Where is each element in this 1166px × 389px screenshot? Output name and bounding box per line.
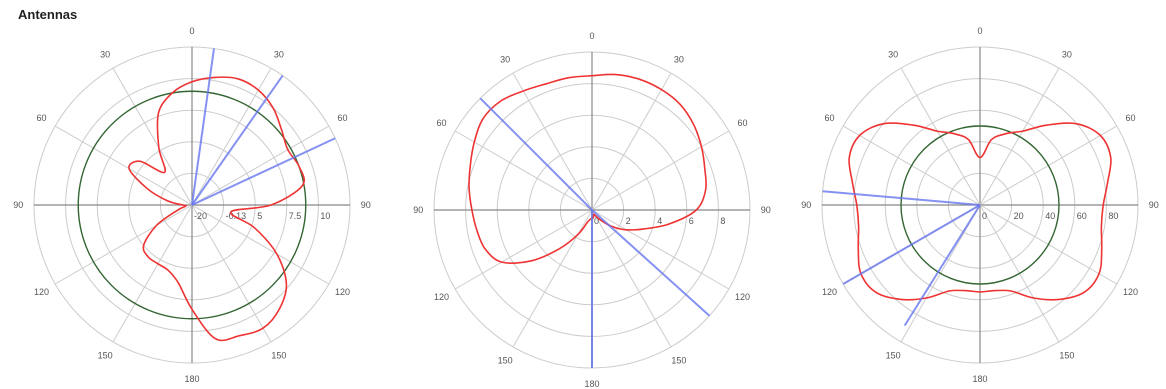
beam-line-2: [191, 75, 284, 206]
radiation-pattern-line: [468, 73, 707, 264]
polar-chart-1: 0 30 60 90 120 150 180 150 120 90 60 30 -20 -0.13 5 7.5…: [13, 26, 371, 384]
angle-label: 30: [1062, 49, 1072, 59]
beam-line-3: [822, 190, 981, 206]
angle-label: 0: [189, 26, 194, 36]
reference-circle: [77, 90, 307, 320]
angle-label: 90: [13, 200, 23, 210]
beam-line-1: [903, 204, 981, 327]
grid-spoke-330: [112, 67, 193, 206]
grid-spoke-240: [454, 209, 593, 290]
radial-tick-label: 0: [594, 216, 599, 226]
radial-tick-label: -0.13: [226, 211, 247, 221]
angle-label: 150: [271, 351, 286, 361]
grid-spoke-60: [191, 125, 330, 206]
angle-label: 90: [761, 205, 771, 215]
angle-label: 150: [98, 351, 113, 361]
radiation-pattern-line: [848, 122, 1112, 301]
grid-spoke-120: [591, 209, 730, 290]
grid-spoke-240: [54, 204, 193, 285]
angle-label: 30: [674, 54, 684, 64]
radial-tick-label: 2: [626, 216, 631, 226]
grid-spoke-300: [54, 125, 193, 206]
radial-tick-label: 20: [1014, 211, 1024, 221]
angle-label: 60: [738, 118, 748, 128]
angle-label: 120: [434, 292, 449, 302]
angle-label: 120: [1123, 287, 1138, 297]
grid-spoke-210: [112, 204, 193, 343]
angle-label: 150: [498, 356, 513, 366]
angle-label: 90: [801, 200, 811, 210]
grid-spoke-210: [512, 209, 593, 348]
angle-label: 150: [671, 356, 686, 366]
figure-title: Antennas: [18, 7, 78, 22]
radial-tick-label: -20: [194, 211, 207, 221]
angle-label: 120: [34, 287, 49, 297]
radial-tick-label: 7.5: [289, 211, 302, 221]
angle-label: 90: [1149, 200, 1159, 210]
angle-label: 150: [1059, 351, 1074, 361]
polar-chart-2: 0 30 60 90 120 150 180 150 120 90 60 30 0 2 4 6 8: [413, 31, 771, 389]
radial-tick-label: 60: [1077, 211, 1087, 221]
angle-label: 90: [413, 205, 423, 215]
angle-label: 150: [886, 351, 901, 361]
angle-label: 60: [36, 113, 46, 123]
beam-line-2: [842, 204, 981, 285]
grid-spoke-60: [591, 130, 730, 211]
grid-spoke-150: [191, 204, 272, 343]
angle-label: 60: [436, 118, 446, 128]
angle-label: 120: [822, 287, 837, 297]
grid-spoke-30: [191, 67, 272, 206]
radial-tick-label: 8: [720, 216, 725, 226]
angle-label: 90: [361, 200, 371, 210]
angle-label: 60: [824, 113, 834, 123]
angle-label: 0: [977, 26, 982, 36]
angle-label: 30: [888, 49, 898, 59]
polar-chart-3: 0 30 60 90 120 150 180 150 120 90 60 30 0 20 40 60 80: [801, 26, 1159, 384]
radial-tick-label: 80: [1108, 211, 1118, 221]
angle-label: 30: [500, 54, 510, 64]
angle-label: 0: [589, 31, 594, 41]
radial-tick-label: 40: [1045, 211, 1055, 221]
beam-line-3: [479, 97, 593, 211]
angle-label: 120: [735, 292, 750, 302]
angle-label: 180: [972, 374, 987, 384]
radial-tick-label: 0: [982, 211, 987, 221]
angle-label: 30: [274, 49, 284, 59]
beam-line-1: [191, 48, 215, 206]
grid-spoke-30: [591, 72, 672, 211]
beam-line-3: [191, 137, 336, 206]
beam-line-1: [591, 209, 711, 317]
grid-spoke-150: [591, 209, 672, 348]
radial-tick-label: 10: [320, 211, 330, 221]
angle-label: 60: [338, 113, 348, 123]
grid-spoke-120: [191, 204, 330, 285]
angle-label: 60: [1126, 113, 1136, 123]
radial-tick-label: 6: [689, 216, 694, 226]
grid-spoke-300: [454, 130, 593, 211]
angle-label: 120: [335, 287, 350, 297]
radial-tick-label: 4: [657, 216, 662, 226]
angle-label: 180: [184, 374, 199, 384]
grid-spoke-330: [512, 72, 593, 211]
angle-label: 180: [584, 379, 599, 389]
radial-tick-label: 5: [257, 211, 262, 221]
reference-circle: [900, 125, 1060, 285]
radiation-pattern-line: [128, 76, 306, 342]
angle-label: 30: [100, 49, 110, 59]
